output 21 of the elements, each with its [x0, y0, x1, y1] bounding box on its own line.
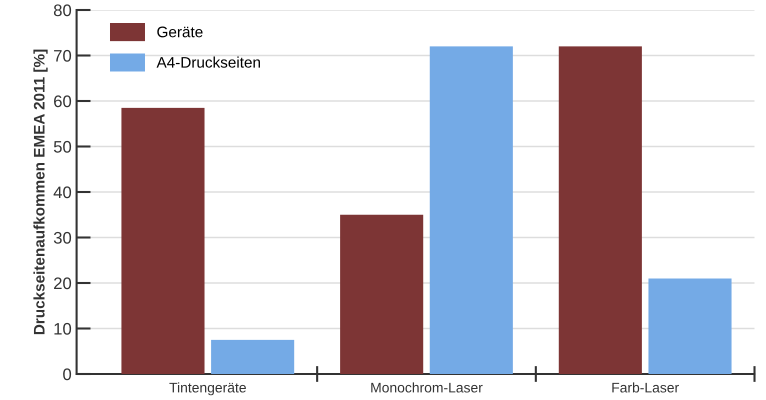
bar [340, 214, 424, 374]
y-axis-title: Druckseitenaufkommen EMEA 2011 [%] [33, 50, 48, 334]
y-tick-label: 40 [54, 186, 72, 198]
y-tick-label: 30 [54, 232, 72, 244]
y-tick-label: 80 [54, 4, 72, 16]
y-tick-label: 60 [54, 95, 72, 108]
bar [211, 340, 294, 374]
bar [648, 278, 732, 374]
x-tick-label: Tintengeräte [169, 382, 246, 396]
x-tick-label: Farb-Laser [612, 382, 679, 393]
y-tick-label: 50 [54, 140, 72, 153]
bar [430, 46, 513, 374]
y-tick-label: 0 [63, 368, 72, 380]
y-tick-label: 10 [54, 322, 72, 335]
bar [558, 46, 642, 374]
legend-label: A4-Druckseiten [156, 56, 260, 68]
y-tick-label: 70 [54, 50, 72, 62]
x-tick-label: Monochrom-Laser [371, 382, 483, 393]
legend-label: Geräte [157, 26, 203, 38]
y-tick-label: 20 [54, 277, 72, 290]
bar [121, 108, 205, 374]
